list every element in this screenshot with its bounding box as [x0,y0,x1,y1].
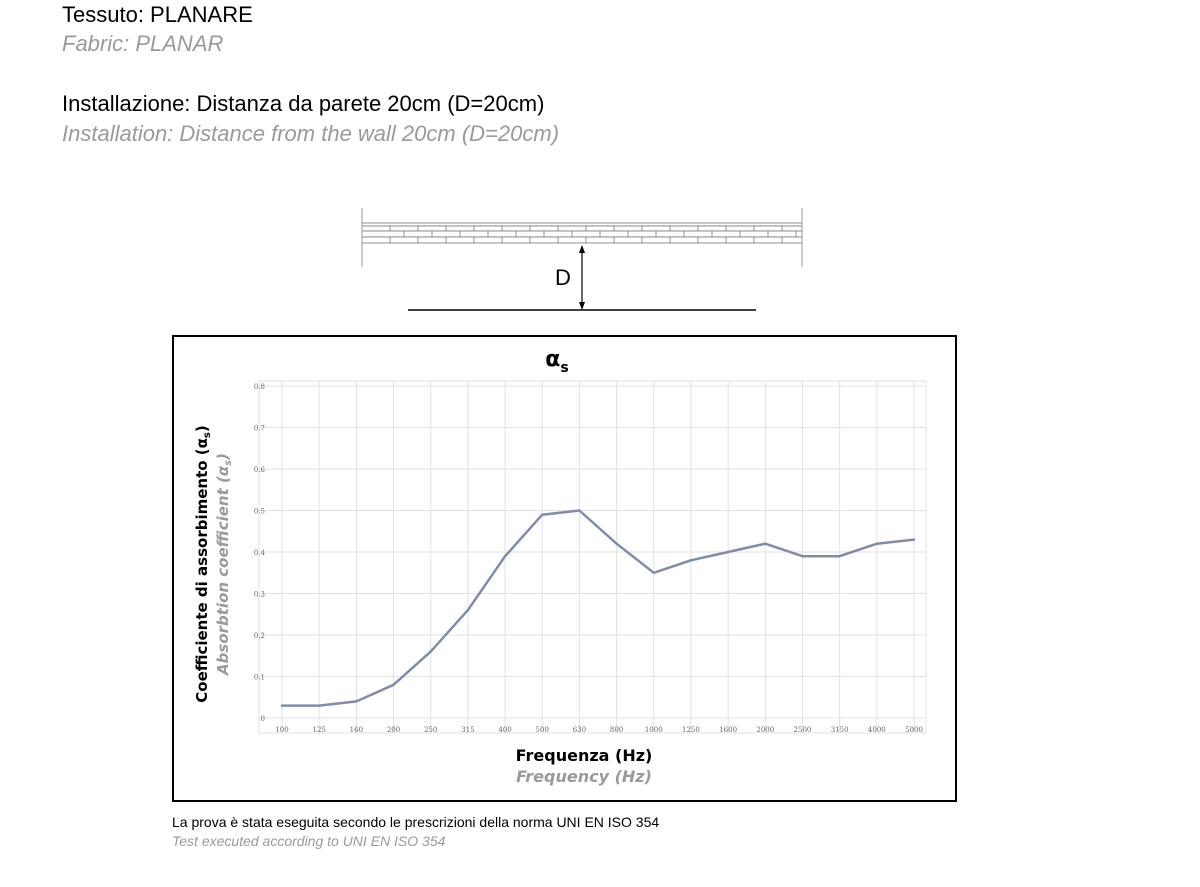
y-tick-label: 0.6 [254,466,266,474]
fabric-title: Tessuto: PLANARE [62,2,253,27]
x-tick-label: 4000 [868,726,886,734]
x-tick-label: 400 [498,726,511,734]
x-tick-label: 1600 [719,726,737,734]
data-point [838,554,841,558]
y-tick-label: 0.1 [254,674,265,682]
data-point [689,559,693,562]
distance-arrow-head-top [579,245,585,253]
x-tick-label: 315 [461,726,474,734]
x-tick-label: 250 [424,726,437,734]
data-point [615,542,618,545]
chart-title: αs [545,347,568,376]
data-point [912,538,916,541]
data-point [801,554,804,558]
test-note: La prova è stata eseguita secondo le pre… [172,814,660,830]
x-tick-label: 500 [536,726,549,734]
absorption-chart: 0 0.1 0.2 0.3 0.4 0.5 0.6 0.7 0.8 100 125 160 200 25… [193,347,927,786]
data-point [764,542,767,545]
data-point [355,700,358,703]
chart-frame: 0 0.1 0.2 0.3 0.4 0.5 0.6 0.7 0.8 100 125 160 200 25… [172,335,957,802]
x-tick-label: 1250 [682,726,700,734]
data-point [578,509,581,512]
x-tick-label: 800 [610,726,623,734]
data-point [392,683,395,686]
x-axis-label: Frequenza (Hz) [516,746,653,765]
y-tick-label: 0.7 [254,425,265,433]
x-axis-label-english: Frequency (Hz) [516,767,652,786]
y-tick-label: 0.2 [254,632,265,640]
y-tick-label: 0.8 [254,383,265,391]
data-point [280,704,284,707]
data-point [652,571,655,574]
y-axis-ticks: 0 0.1 0.2 0.3 0.4 0.5 0.6 0.7 0.8 [254,383,266,723]
x-tick-label: 200 [387,726,400,734]
data-point [503,554,507,558]
x-tick-label: 5000 [905,726,923,734]
x-tick-label: 3150 [831,726,849,734]
data-point [429,650,432,653]
y-tick-label: 0 [261,715,265,723]
x-tick-label: 100 [275,726,288,734]
y-tick-label: 0.3 [254,591,265,599]
x-tick-label: 2500 [794,726,812,734]
fabric-title-english: Fabric: PLANAR [62,31,224,56]
x-axis-ticks: 100 125 160 200 250 315 400 500 630 800 1000 1250 16… [275,726,923,734]
test-note-english: Test executed according to UNI EN ISO 35… [172,833,446,849]
series-absorption [280,509,916,707]
brick-wall [361,222,803,244]
series-line [280,509,916,707]
x-tick-label: 125 [312,726,325,734]
y-axis-label: Coefficiente di assorbimento (αs) [193,425,213,702]
data-point [726,550,730,554]
installation-title: Installazione: Distanza da parete 20cm (… [62,91,545,116]
y-tick-label: 0.5 [254,508,265,516]
y-tick-label: 0.4 [254,549,266,557]
data-point [317,704,321,707]
x-tick-label: 1000 [645,726,663,734]
x-tick-label: 2000 [756,726,774,734]
x-tick-label: 630 [573,726,586,734]
wall-distance-diagram: D [361,208,803,311]
distance-label: D [555,265,571,290]
y-axis-label-english: Absorbtion coefficient (αs) [214,453,234,676]
installation-title-english: Installation: Distance from the wall 20c… [62,121,560,146]
data-point [875,542,879,545]
data-point [466,608,470,612]
x-tick-label: 160 [350,726,363,734]
distance-arrow-head-bottom [579,302,585,310]
data-point [541,513,544,516]
